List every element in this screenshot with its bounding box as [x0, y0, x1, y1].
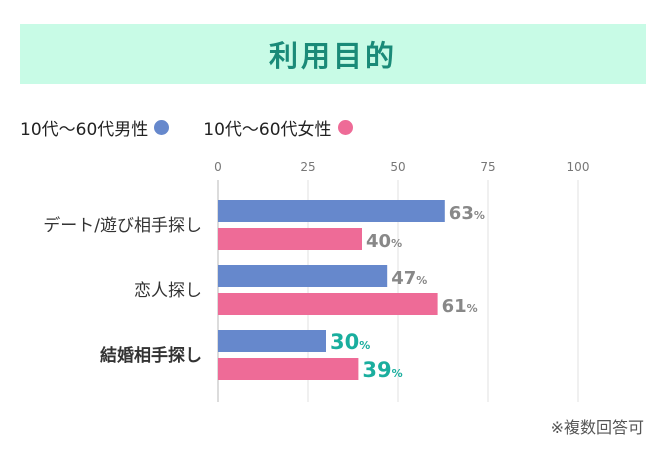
legend-item-female: 10代〜60代女性 — [203, 115, 353, 140]
legend-label-male: 10代〜60代男性 — [20, 120, 149, 140]
legend-label-female: 10代〜60代女性 — [203, 120, 332, 140]
data-label: 47% — [391, 268, 427, 289]
bar — [218, 228, 362, 250]
data-label: 40% — [366, 231, 402, 252]
legend-item-male: 10代〜60代男性 — [20, 115, 170, 140]
x-tick-label: 0 — [214, 160, 222, 174]
title-band: 利用目的 — [20, 24, 646, 84]
bar — [218, 265, 388, 287]
x-tick-label: 75 — [480, 160, 495, 174]
data-label: 61% — [442, 296, 478, 317]
data-label: 30% — [330, 330, 370, 354]
data-label: 39% — [362, 358, 402, 382]
x-tick-label: 25 — [300, 160, 315, 174]
bar — [218, 200, 445, 222]
footnote: ※複数回答可 — [550, 418, 644, 437]
legend: 10代〜60代男性 10代〜60代女性 — [20, 115, 387, 140]
category-label: 恋人探し — [134, 280, 202, 301]
category-label: デート/遊び相手探し — [43, 215, 202, 236]
legend-dot-male — [154, 120, 170, 135]
bar — [218, 330, 326, 352]
chart-title: 利用目的 — [268, 39, 397, 73]
bar — [218, 293, 438, 315]
x-tick-label: 50 — [390, 160, 405, 174]
legend-dot-female — [337, 120, 353, 135]
bar — [218, 358, 359, 380]
data-label: 63% — [449, 203, 485, 224]
category-label: 結婚相手探し — [100, 345, 202, 366]
x-tick-label: 100 — [567, 160, 590, 174]
